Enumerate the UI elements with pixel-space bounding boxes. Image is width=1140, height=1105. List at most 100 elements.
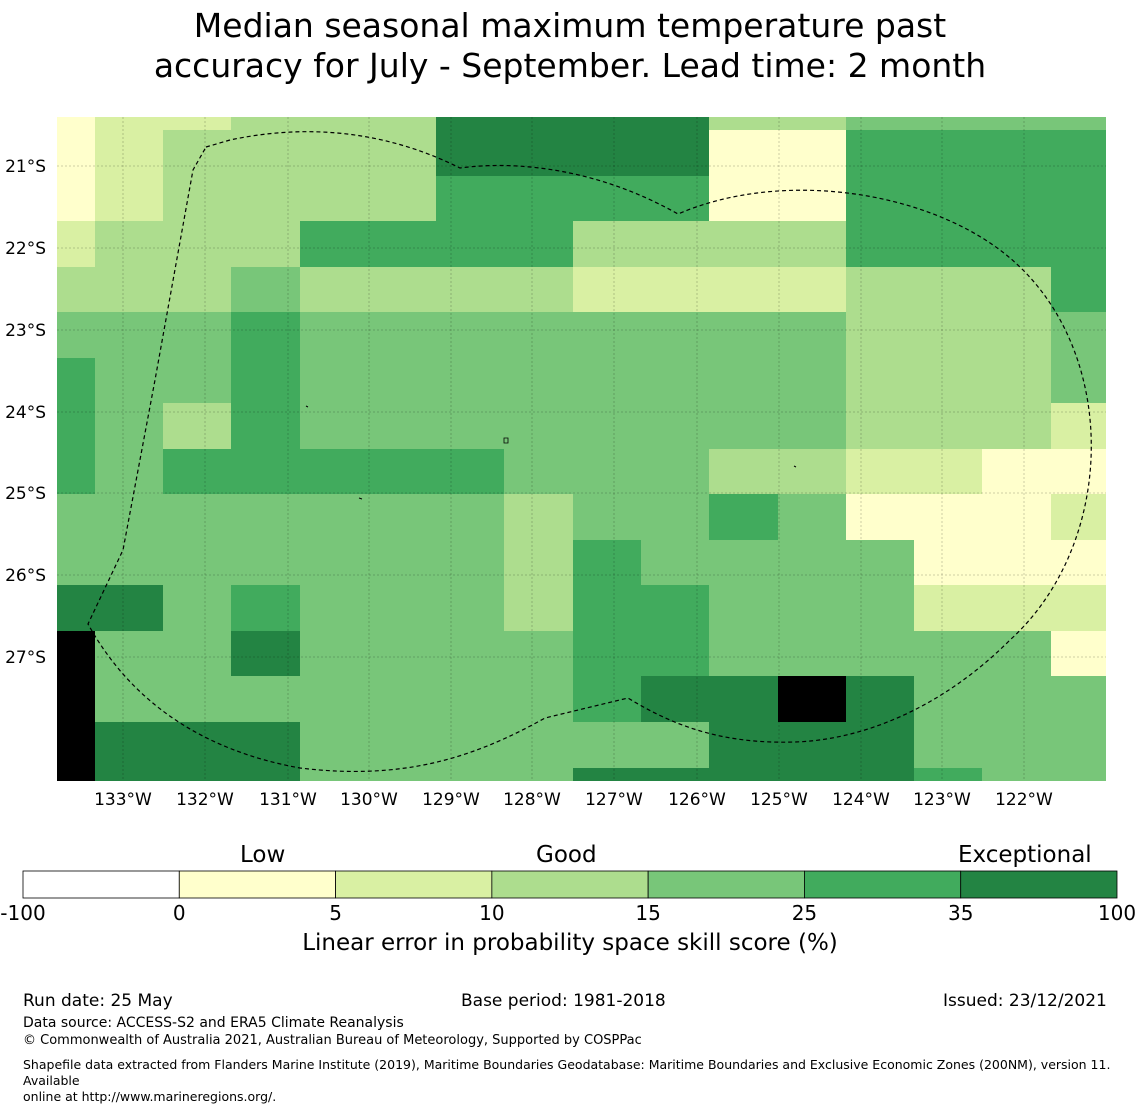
grid-cell: [846, 540, 914, 585]
grid-cell: [982, 585, 1051, 631]
grid-cell: [163, 117, 231, 130]
grid-cell: [573, 312, 641, 358]
grid-cell: [641, 449, 709, 494]
grid-cell: [573, 117, 641, 130]
colorbar-swatch: [335, 870, 493, 899]
shapefile-credit-line-2: online at http://www.marineregions.org/.: [23, 1089, 277, 1104]
grid-cell: [436, 267, 504, 312]
grid-cell: [1051, 449, 1106, 494]
grid-cell: [641, 221, 709, 267]
grid-cell: [57, 117, 95, 130]
grid-cell: [846, 768, 914, 781]
grid-cell: [778, 267, 846, 312]
map-title: Median seasonal maximum temperature past…: [0, 6, 1140, 86]
colorbar-swatch: [491, 870, 649, 899]
grid-cell: [163, 722, 231, 768]
grid-cell: [914, 358, 982, 403]
grid-cell: [504, 768, 573, 781]
grid-cell: [436, 449, 504, 494]
grid-cell: [368, 312, 436, 358]
grid-cell: [914, 130, 982, 176]
colorbar-tick-label: 5: [329, 901, 342, 925]
grid-cell: [300, 585, 368, 631]
grid-cell: [778, 221, 846, 267]
colorbar-xlabel: Linear error in probability space skill …: [302, 930, 838, 956]
colorbar-label-low: Low: [240, 842, 286, 868]
grid-cell: [709, 722, 778, 768]
colorbar-swatch: [22, 870, 180, 899]
grid-cell: [778, 117, 846, 130]
grid-cell: [231, 267, 300, 312]
grid-cell: [641, 585, 709, 631]
latitude-label: 23°S: [5, 321, 46, 341]
grid-cell: [95, 267, 163, 312]
grid-cell: [914, 768, 982, 781]
grid-cell: [641, 312, 709, 358]
grid-cell: [982, 768, 1051, 781]
longitude-label: 129°W: [422, 790, 480, 810]
grid-cell: [846, 631, 914, 676]
longitude-label: 130°W: [340, 790, 398, 810]
grid-cell: [95, 403, 163, 449]
grid-cell: [231, 722, 300, 768]
grid-cell: [504, 267, 573, 312]
grid-cell: [300, 631, 368, 676]
skill-grid: [57, 117, 1106, 781]
grid-cell: [709, 494, 778, 540]
grid-cell: [778, 722, 846, 768]
latitude-label: 24°S: [5, 403, 46, 423]
grid-cell: [1051, 722, 1106, 768]
grid-cell: [982, 449, 1051, 494]
grid-cell: [504, 585, 573, 631]
grid-cell: [436, 540, 504, 585]
latitude-label: 21°S: [5, 157, 46, 177]
grid-cell: [846, 676, 914, 722]
grid-cell: [368, 117, 436, 130]
base-period: Base period: 1981-2018: [461, 991, 666, 1011]
grid-cell: [163, 312, 231, 358]
grid-cell: [368, 676, 436, 722]
grid-cell: [436, 312, 504, 358]
grid-cell: [300, 768, 368, 781]
grid-cell: [914, 221, 982, 267]
grid-cell: [368, 130, 436, 176]
grid-cell: [231, 130, 300, 176]
grid-cell: [778, 358, 846, 403]
grid-cell: [846, 585, 914, 631]
grid-cell: [709, 540, 778, 585]
grid-cell: [95, 494, 163, 540]
grid-cell: [709, 449, 778, 494]
grid-cell: [95, 676, 163, 722]
grid-cell: [300, 312, 368, 358]
grid-cell: [95, 449, 163, 494]
grid-cell: [504, 312, 573, 358]
grid-cell: [231, 449, 300, 494]
grid-cell: [778, 585, 846, 631]
grid-cell: [1051, 631, 1106, 676]
grid-cell: [57, 722, 95, 768]
grid-cell: [709, 631, 778, 676]
grid-cell: [709, 130, 778, 176]
grid-cell: [368, 631, 436, 676]
grid-cell: [709, 176, 778, 221]
grid-cell: [982, 221, 1051, 267]
latitude-label: 27°S: [5, 648, 46, 668]
grid-cell: [914, 267, 982, 312]
grid-cell: [573, 768, 641, 781]
grid-cell: [231, 221, 300, 267]
grid-cell: [778, 768, 846, 781]
grid-cell: [57, 312, 95, 358]
grid-cell: [436, 676, 504, 722]
grid-cell: [641, 130, 709, 176]
island-mark: [358, 497, 363, 500]
longitude-label: 125°W: [750, 790, 808, 810]
grid-cell: [231, 403, 300, 449]
grid-cell: [641, 267, 709, 312]
grid-cell: [436, 176, 504, 221]
grid-cell: [231, 358, 300, 403]
colorbar-tick-label: 35: [948, 901, 973, 925]
eez-boundary-line: [87, 131, 1092, 773]
grid-cell: [231, 312, 300, 358]
issued-date: Issued: 23/12/2021: [943, 991, 1107, 1011]
grid-cell: [163, 267, 231, 312]
